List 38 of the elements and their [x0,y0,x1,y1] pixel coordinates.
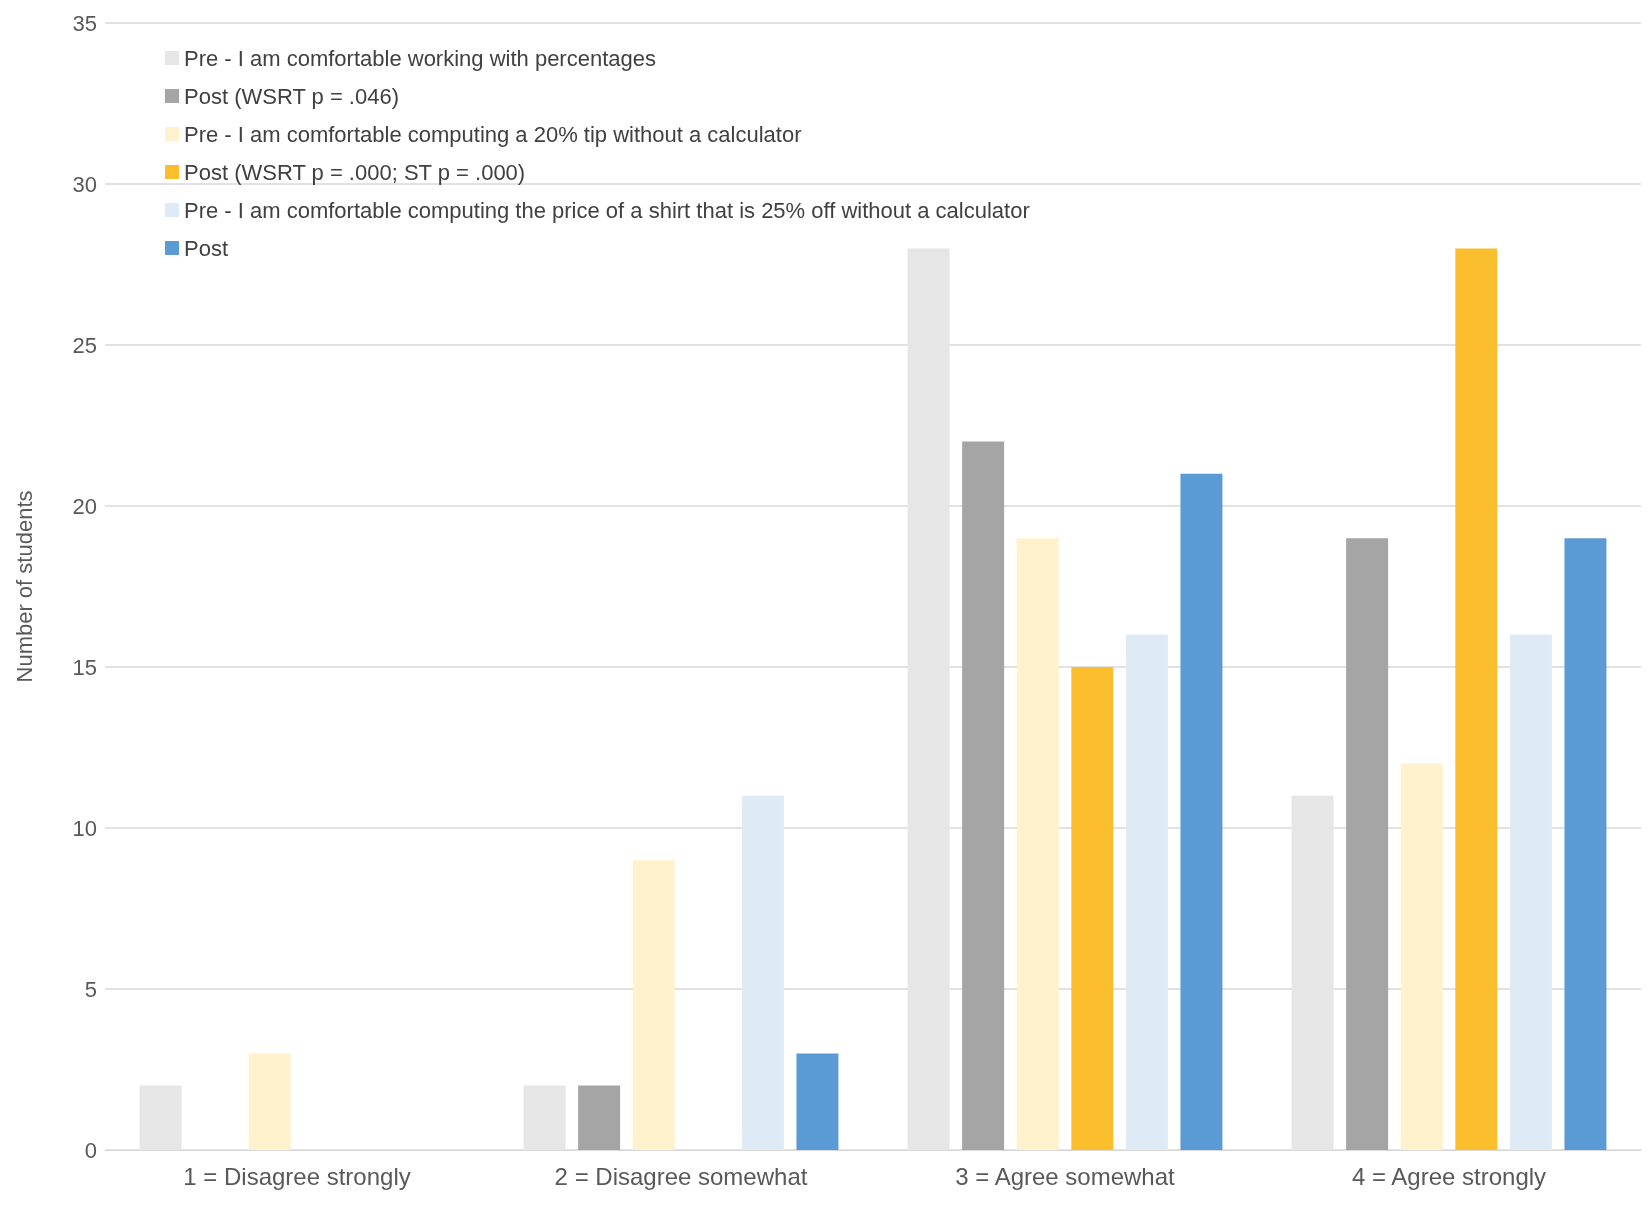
y-tick-label: 20 [72,493,97,519]
y-tick-label: 0 [84,1137,97,1163]
bar [1071,667,1114,1150]
bar [139,1085,182,1150]
x-tick-label: 4 = Agree strongly [1351,1162,1547,1190]
bar [796,1053,839,1150]
y-tick-label: 35 [72,10,97,36]
bar [1400,763,1443,1150]
bar [1564,538,1607,1150]
bar [1346,538,1389,1150]
y-tick-label: 10 [72,815,97,841]
x-tick-label: 3 = Agree somewhat [955,1162,1176,1190]
bar [907,248,950,1150]
legend-label: Pre - I am comfortable computing a 20% tip without a calculator [184,121,802,147]
y-tick-label: 15 [72,654,97,680]
legend-label: Pre - I am comfortable computing the price of a shirt that is 25% off without a calculator [184,197,1030,223]
legend-label: Post (WSRT p = .046) [184,83,399,109]
y-tick-label: 25 [72,332,97,358]
y-tick-label: 30 [72,171,97,197]
bar [248,1053,291,1150]
bar [1455,248,1498,1150]
x-tick-label: 2 = Disagree somewhat [554,1162,808,1190]
legend-label: Pre - I am comfortable working with percentages [184,45,656,71]
bar [1291,795,1334,1150]
bar [1016,538,1059,1150]
legend-label: Post [184,235,229,261]
bar [523,1085,566,1150]
y-tick-label: 5 [84,976,97,1002]
x-tick-label: 1 = Disagree strongly [183,1162,411,1190]
y-axis-title: Number of students [11,490,37,683]
bar [1180,473,1223,1150]
legend-label: Post (WSRT p = .000; ST p = .000) [184,159,526,185]
bar [1509,634,1552,1150]
bar [578,1085,621,1150]
bar [962,441,1005,1150]
bar [1125,634,1168,1150]
bar [741,795,784,1150]
bar [632,860,675,1150]
